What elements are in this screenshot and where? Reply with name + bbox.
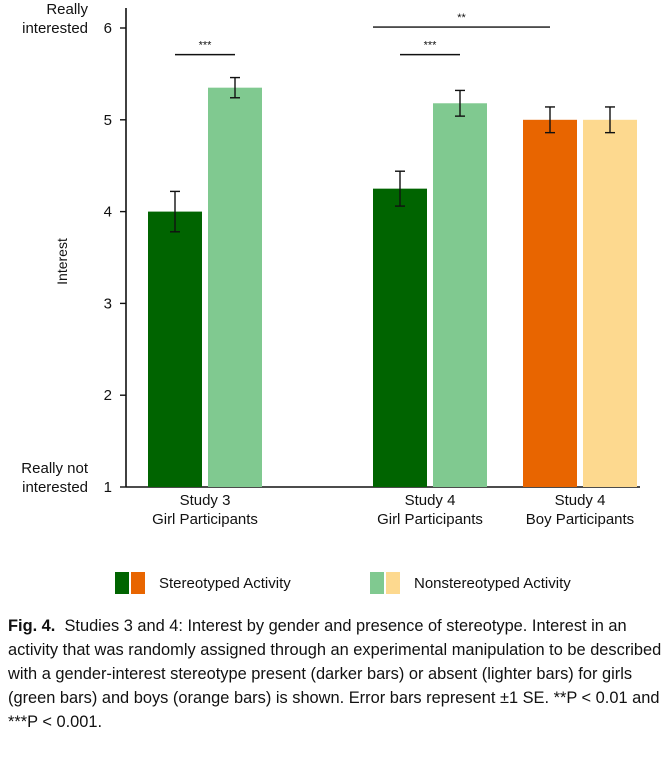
legend-swatch-nonstereotyped-boys (386, 572, 400, 594)
legend-label-stereotyped: Stereotyped Activity (159, 574, 291, 592)
y-tick-prefix-label: Really not interested (21, 460, 89, 496)
y-tick-label: 1 (104, 479, 112, 496)
x-category-label: Study 4 Girl Participants (377, 492, 483, 528)
y-tick-label: 2 (104, 387, 112, 404)
y-tick-label: 3 (104, 295, 112, 312)
legend-item-nonstereotyped: Nonstereotyped Activity (370, 572, 571, 594)
legend-swatch-stereotyped-girls (115, 572, 129, 594)
x-category-label-line: Boy Participants (526, 511, 634, 528)
significance-label: *** (199, 40, 213, 52)
bar-chart: 1 Really not interested 2 3 4 5 6 Really interest… (21, 1, 640, 528)
caption-text: Studies 3 and 4: Interest by gender and … (8, 617, 662, 731)
x-category-label: Study 4 Boy Participants (526, 492, 634, 528)
figure-caption: Fig. 4. Studies 3 and 4: Interest by gen… (8, 614, 664, 734)
y-tick-label: 4 (104, 204, 112, 221)
y-tick-label: 5 (104, 112, 112, 129)
legend-swatch-nonstereotyped-girls (370, 572, 384, 594)
legend-swatch-stereotyped-boys (131, 572, 145, 594)
y-tick-prefix-line: interested (22, 20, 88, 37)
significance-label: ** (457, 12, 466, 24)
x-category-label-line: Girl Participants (377, 511, 483, 528)
y-tick-prefix-line: Really (46, 1, 88, 18)
bar (433, 103, 487, 487)
bar (148, 211, 202, 487)
y-tick-prefix-label: Really interested (22, 1, 88, 37)
x-category-label-line: Girl Participants (152, 511, 258, 528)
legend: Stereotyped Activity Nonstereotyped Acti… (0, 572, 671, 598)
legend-label-nonstereotyped: Nonstereotyped Activity (414, 574, 571, 592)
bar (583, 119, 637, 488)
x-category-label-line: Study 3 (180, 492, 231, 509)
bar (523, 119, 577, 488)
x-category-label: Study 3 Girl Participants (152, 492, 258, 528)
y-tick-label: 6 (104, 20, 112, 37)
y-tick-prefix-line: Really not (21, 460, 89, 477)
bar (208, 87, 262, 488)
x-category-label-line: Study 4 (555, 492, 606, 509)
x-category-label-line: Study 4 (405, 492, 456, 509)
bar (373, 188, 427, 487)
significance-label: *** (424, 40, 438, 52)
caption-figure-label: Fig. 4. (8, 617, 56, 635)
legend-item-stereotyped: Stereotyped Activity (115, 572, 291, 594)
y-tick-prefix-line: interested (22, 479, 88, 496)
y-axis-label: Interest (54, 238, 70, 285)
